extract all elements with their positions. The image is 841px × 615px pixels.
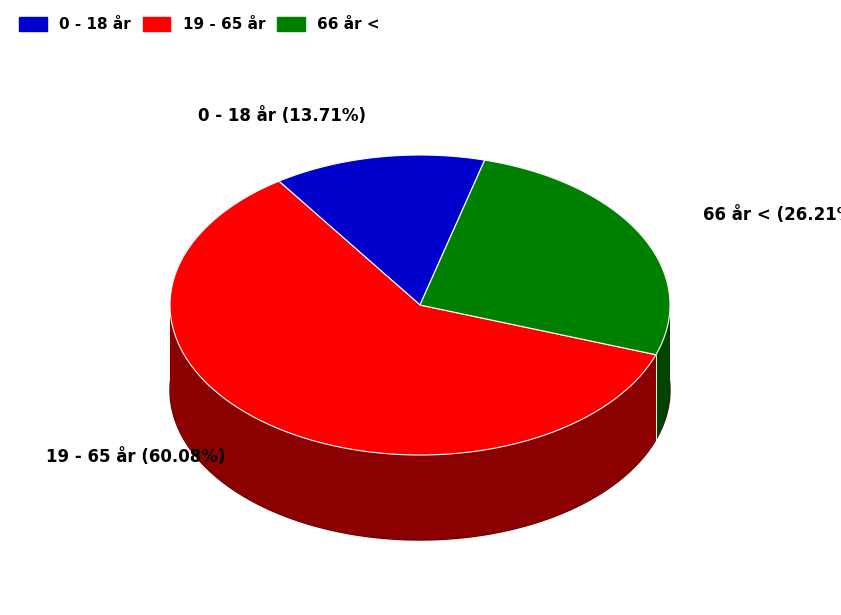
Legend: 0 - 18 år, 19 - 65 år, 66 år <: 0 - 18 år, 19 - 65 år, 66 år <	[16, 14, 383, 35]
Polygon shape	[656, 305, 670, 440]
Polygon shape	[170, 181, 656, 455]
Text: 66 år < (26.21%): 66 år < (26.21%)	[703, 207, 841, 224]
Text: 19 - 65 år (60.08%): 19 - 65 år (60.08%)	[45, 448, 225, 466]
Polygon shape	[170, 240, 670, 540]
Polygon shape	[279, 155, 484, 305]
Text: 0 - 18 år (13.71%): 0 - 18 år (13.71%)	[198, 107, 366, 125]
Polygon shape	[420, 160, 670, 355]
Polygon shape	[170, 306, 656, 540]
